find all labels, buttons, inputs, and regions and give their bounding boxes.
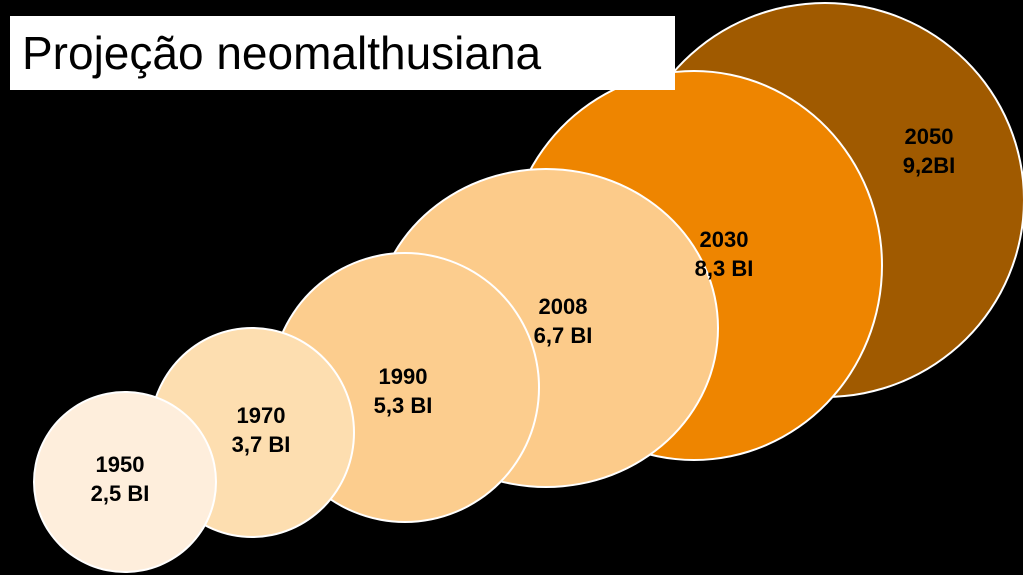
year: 1950: [95, 452, 145, 477]
year: 1970: [236, 403, 286, 428]
label-1990: 1990 5,3 BI: [374, 362, 433, 420]
year: 2030: [699, 227, 749, 252]
population: 3,7 BI: [231, 432, 291, 457]
label-1970: 1970 3,7 BI: [232, 401, 291, 459]
year: 2050: [904, 124, 954, 149]
label-2050: 2050 9,2BI: [903, 122, 956, 180]
population: 5,3 BI: [373, 393, 433, 418]
population: 2,5 BI: [90, 481, 150, 506]
population: 9,2BI: [902, 153, 956, 178]
label-2008: 2008 6,7 BI: [534, 292, 593, 350]
population: 8,3 BI: [694, 256, 754, 281]
year: 2008: [538, 294, 588, 319]
slide-title: Projeção neomalthusiana: [10, 16, 675, 90]
year: 1990: [378, 364, 428, 389]
bubble-1950: [33, 391, 217, 573]
label-1950: 1950 2,5 BI: [91, 450, 150, 508]
label-2030: 2030 8,3 BI: [695, 225, 754, 283]
population: 6,7 BI: [533, 323, 593, 348]
